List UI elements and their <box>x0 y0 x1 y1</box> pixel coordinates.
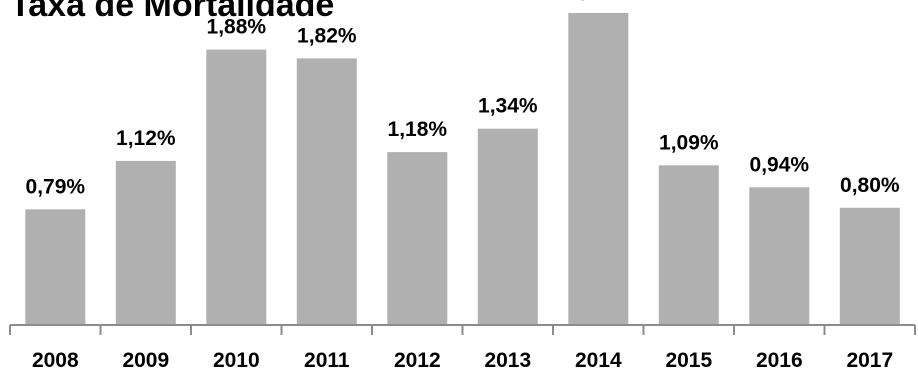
bar-2015 <box>658 165 719 325</box>
x-tick-label-2015: 2015 <box>665 349 712 372</box>
bar-2010 <box>206 49 267 325</box>
data-label-2009: 1,12% <box>116 127 176 150</box>
bar-2014 <box>568 13 629 325</box>
data-label-2011: 1,82% <box>297 24 357 47</box>
data-label-2013: 1,34% <box>478 95 538 118</box>
bar-2017 <box>839 207 900 325</box>
bar-2009 <box>115 160 176 325</box>
data-label-2012: 1,18% <box>388 118 448 141</box>
data-label-2017: 0,80% <box>840 174 900 197</box>
bar-group <box>25 13 900 326</box>
x-tick-label-2016: 2016 <box>756 349 803 372</box>
bar-2011 <box>296 58 357 326</box>
x-tick-label-2011: 2011 <box>304 349 350 372</box>
x-tick-label-2017: 2017 <box>846 349 893 372</box>
x-tick-label-2009: 2009 <box>122 349 169 372</box>
x-tick-label-2008: 2008 <box>32 349 79 372</box>
data-label-2010: 1,88% <box>207 16 267 39</box>
chart-title: Taxa de Mortalidade <box>10 0 334 24</box>
data-label-2014: 2,13% <box>569 0 629 2</box>
bar-2012 <box>387 152 448 325</box>
x-tick-label-2014: 2014 <box>575 349 622 372</box>
x-tick-label-2013: 2013 <box>484 349 531 372</box>
data-label-2015: 1,09% <box>659 131 719 154</box>
x-tick-label-2012: 2012 <box>394 349 441 372</box>
bar-2016 <box>749 187 810 325</box>
bar-2008 <box>25 209 86 325</box>
data-label-2016: 0,94% <box>750 153 810 176</box>
x-tick-label-group: 2008 2009 2010 2011 2012 2013 2014 2015 2016 2017 <box>32 349 893 372</box>
data-label-group: 0,79% 1,12% 1,88% 1,82% 1,18% 1,34% 2,13% 1,09%… <box>26 0 900 198</box>
data-label-2008: 0,79% <box>26 175 86 198</box>
x-axis <box>9 324 916 335</box>
bar-2013 <box>477 128 538 325</box>
x-tick-label-2010: 2010 <box>213 349 260 372</box>
